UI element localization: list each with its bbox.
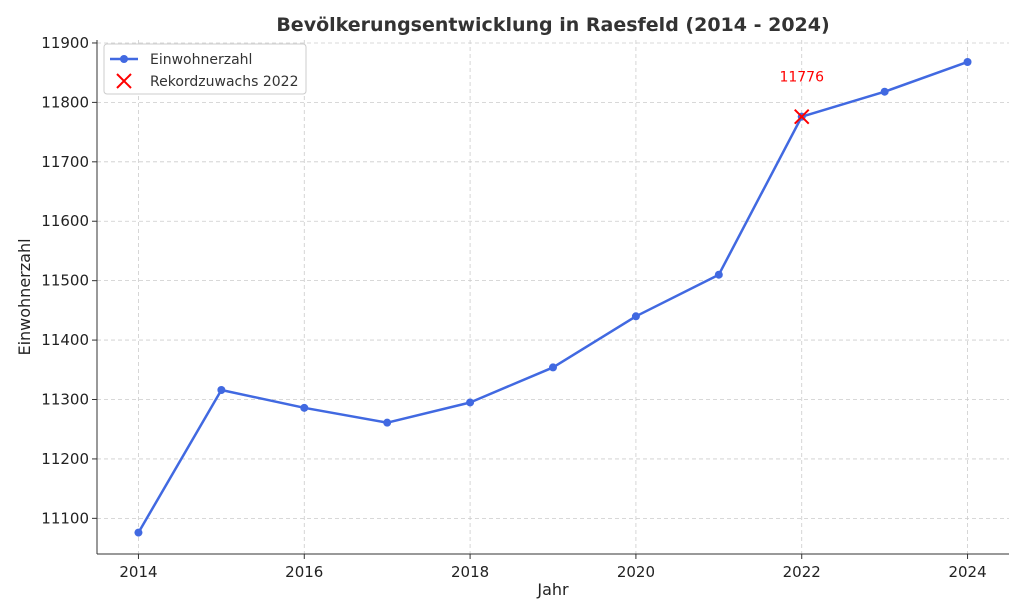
legend: Einwohnerzahl Rekordzuwachs 2022 — [103, 43, 307, 95]
highlight-2022: 11776 — [779, 70, 824, 125]
plot-frame — [96, 40, 1009, 555]
data-point-2017 — [383, 418, 392, 427]
y-tick-label: 11800 — [41, 93, 89, 111]
y-tick-label: 11400 — [41, 331, 89, 349]
y-tick-label: 11600 — [41, 212, 89, 230]
x-axis-ticks: 2014 2016 2018 2020 2022 2024 — [119, 554, 987, 581]
data-point-2018 — [466, 398, 475, 407]
legend-label-einwohnerzahl: Einwohnerzahl — [150, 52, 252, 68]
y-tick-label: 11700 — [41, 153, 89, 171]
data-point-2024 — [963, 57, 972, 66]
legend-label-rekordzuwachs: Rekordzuwachs 2022 — [150, 74, 298, 90]
y-axis-label: Einwohnerzahl — [15, 238, 34, 355]
chart-title: Bevölkerungsentwicklung in Raesfeld (201… — [276, 14, 829, 36]
highlight-x-marker — [794, 108, 810, 125]
data-point-2021 — [714, 270, 723, 279]
x-tick-label: 2014 — [119, 563, 157, 581]
series-line — [137, 60, 968, 534]
legend-point-swatch — [120, 55, 128, 63]
x-axis-label: Jahr — [536, 580, 569, 599]
x-tick-label: 2022 — [783, 563, 821, 581]
y-tick-label: 11300 — [41, 391, 89, 409]
y-tick-label: 11900 — [41, 34, 89, 52]
data-point-2015 — [217, 385, 226, 394]
legend-box — [103, 43, 307, 95]
data-point-2019 — [549, 363, 557, 372]
data-point-2016 — [300, 403, 309, 412]
series-einwohnerzahl — [134, 57, 972, 537]
grid — [97, 40, 1009, 554]
x-tick-label: 2018 — [451, 563, 489, 581]
y-axis-ticks: 11100 11200 11300 11400 11500 11600 11700 11800… — [41, 34, 97, 527]
data-point-2020 — [631, 312, 640, 321]
highlight-value-label: 11776 — [779, 70, 824, 86]
data-point-2014 — [134, 528, 143, 537]
x-tick-label: 2020 — [617, 563, 655, 581]
legend-x-marker-icon — [116, 73, 132, 89]
x-tick-label: 2016 — [285, 563, 323, 581]
x-tick-label: 2024 — [948, 563, 986, 581]
y-tick-label: 11100 — [41, 509, 89, 527]
y-tick-label: 11500 — [41, 272, 89, 290]
data-point-2023 — [880, 87, 889, 96]
y-tick-label: 11200 — [41, 450, 89, 468]
